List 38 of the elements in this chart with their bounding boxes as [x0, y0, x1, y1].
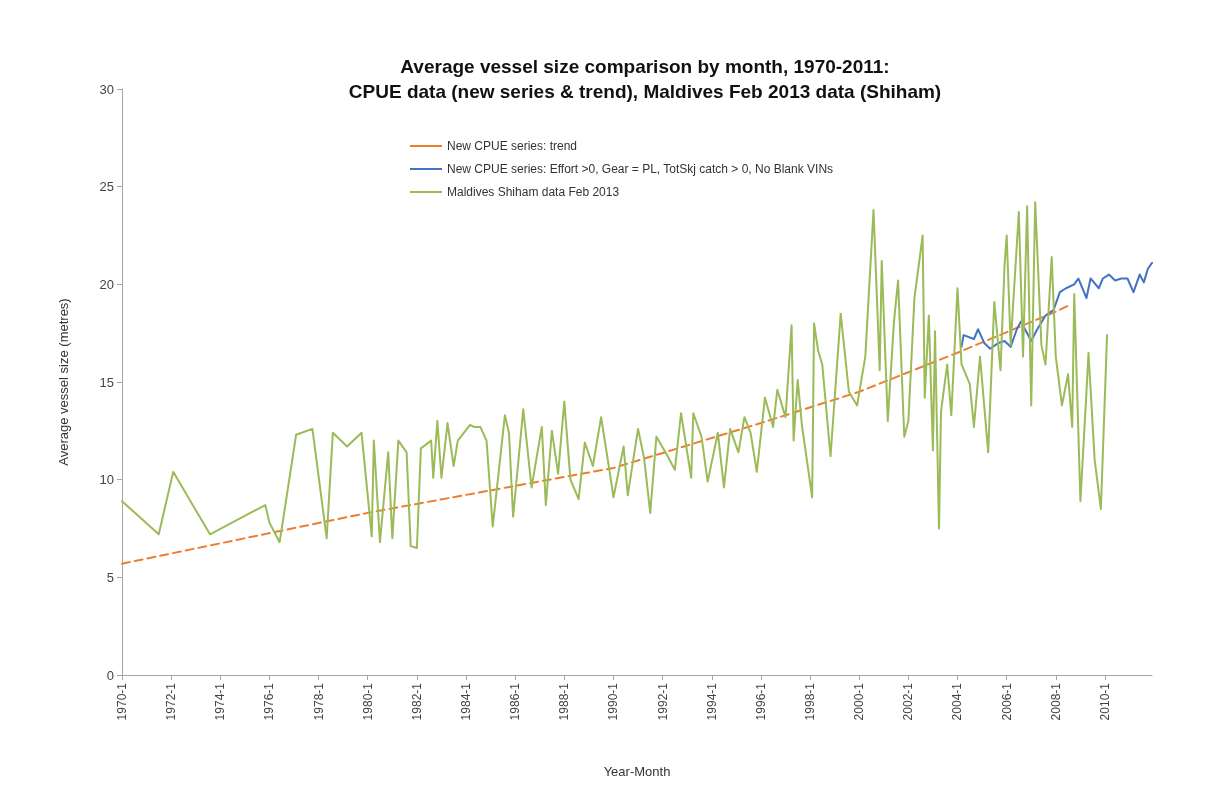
x-tick-label: 1988-1 [557, 682, 572, 721]
x-tick-label: 1982-1 [409, 682, 424, 721]
x-tick-label: 1972-1 [164, 682, 179, 721]
line-series [960, 261, 1153, 350]
legend-label: Maldives Shiham data Feb 2013 [447, 185, 620, 199]
line-series [121, 304, 1070, 565]
x-tick-label: 1976-1 [262, 682, 277, 721]
y-tick-label: 15 [99, 374, 114, 390]
x-tick-label: 2002-1 [901, 682, 916, 721]
y-tick-label: 10 [99, 472, 114, 488]
legend-label: New CPUE series: Effort >0, Gear = PL, TotSkj catch > 0, No Blank VINs [447, 162, 834, 176]
y-tick-label: 0 [106, 667, 114, 683]
y-tick-label: 20 [99, 276, 114, 292]
line-series [121, 201, 1109, 550]
chart-subtitle: CPUE data (new series & trend), Maldives Feb 2013 data (Shiham) [348, 81, 942, 102]
x-tick-label: 1986-1 [508, 682, 523, 721]
legend-label: New CPUE series: trend [447, 139, 578, 153]
x-tick-label: 2006-1 [999, 682, 1014, 721]
chart-title: Average vessel size comparison by month, 1970-2011: [400, 56, 890, 77]
x-tick-label: 1998-1 [803, 682, 818, 721]
x-tick-label: 1980-1 [360, 682, 375, 721]
x-tick-label: 1974-1 [213, 682, 228, 721]
x-tick-label: 1978-1 [311, 682, 326, 721]
y-tick-label: 5 [106, 569, 114, 585]
y-axis-title: Average vessel size (metres) [56, 298, 71, 466]
x-tick-label: 2010-1 [1097, 682, 1112, 721]
x-tick-label: 1984-1 [459, 682, 474, 721]
y-tick-label: 30 [99, 81, 114, 97]
x-tick-label: 1990-1 [606, 682, 621, 721]
x-tick-label: 2008-1 [1048, 682, 1063, 721]
x-tick-label: 2004-1 [950, 682, 965, 721]
x-axis-title: Year-Month [603, 764, 671, 779]
x-tick-label: 1992-1 [655, 682, 670, 721]
x-tick-label: 1970-1 [115, 682, 129, 721]
y-tick-label: 25 [99, 179, 114, 195]
x-tick-label: 1994-1 [704, 682, 719, 721]
x-tick-label: 1996-1 [753, 682, 768, 721]
x-tick-label: 2000-1 [852, 682, 867, 721]
